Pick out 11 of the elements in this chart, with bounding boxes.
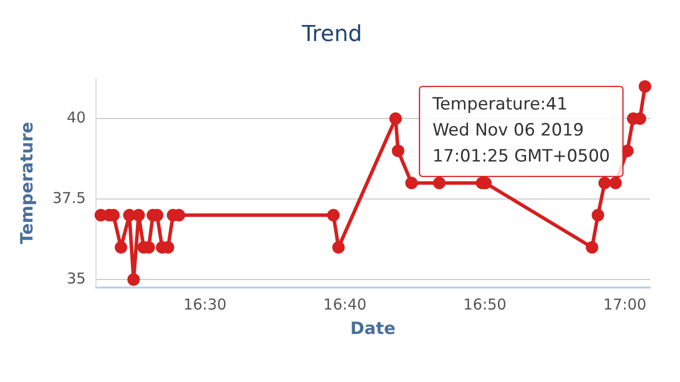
x-tick-label: 16:40 (323, 295, 367, 314)
annotation: Temperature:41 Wed Nov 06 2019 17:01:25 GMT+0500 (431, 94, 610, 166)
y-tick-label: 35 (66, 269, 86, 288)
x-tick-label: 16:30 (183, 295, 227, 314)
y-tick-label: 40 (66, 108, 86, 127)
x-tick-label: 16:50 (463, 295, 506, 314)
x-axis-title: Date (350, 319, 396, 340)
y-tick-label: 37.5 (52, 188, 86, 207)
x-tick-label: 17:00 (603, 295, 646, 314)
y-axis-title: Temperature (18, 122, 38, 244)
chart-title: Trend (300, 22, 362, 47)
